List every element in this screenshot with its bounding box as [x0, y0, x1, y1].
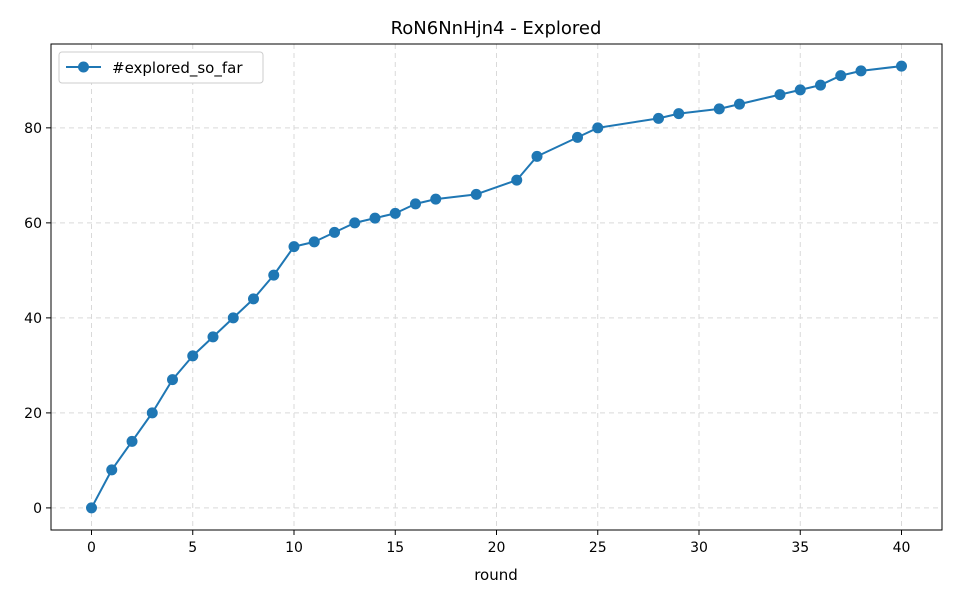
y-tick-label: 60 [24, 216, 42, 232]
data-point[interactable] [592, 122, 604, 134]
x-tick-label: 0 [87, 540, 96, 556]
data-point[interactable] [531, 150, 543, 162]
data-point[interactable] [167, 374, 178, 386]
data-point[interactable] [106, 464, 118, 476]
data-point[interactable] [369, 212, 381, 224]
data-point[interactable] [815, 79, 826, 91]
x-tick-label: 30 [690, 540, 708, 556]
legend-label: #explored_so_far [112, 59, 243, 78]
data-point[interactable] [349, 217, 361, 229]
data-point[interactable] [268, 269, 280, 281]
x-tick-label: 5 [188, 540, 197, 556]
data-point[interactable] [572, 131, 583, 143]
x-tick-label: 10 [285, 540, 303, 556]
legend[interactable]: #explored_so_far [58, 51, 264, 84]
y-tick-label: 20 [24, 406, 42, 422]
legend-marker [78, 61, 89, 73]
data-point[interactable] [653, 112, 664, 124]
series-layer [86, 60, 907, 514]
data-point[interactable] [713, 103, 725, 115]
x-axis-label: round [474, 566, 518, 584]
data-point[interactable] [794, 84, 806, 96]
data-point[interactable] [146, 407, 158, 419]
data-point[interactable] [855, 65, 867, 77]
data-point[interactable] [511, 174, 523, 186]
x-tick-label: 40 [893, 540, 911, 556]
y-tick-label: 0 [33, 501, 42, 517]
chart-title: RoN6NnHjn4 - Explored [391, 18, 602, 39]
data-point[interactable] [207, 331, 219, 343]
data-point[interactable] [126, 435, 138, 447]
data-point[interactable] [288, 241, 300, 253]
x-tick-label: 35 [791, 540, 809, 556]
data-point[interactable] [227, 312, 239, 324]
data-point[interactable] [329, 226, 340, 238]
y-tick-label: 80 [24, 121, 42, 137]
data-point[interactable] [86, 502, 97, 514]
data-point[interactable] [896, 60, 907, 72]
data-point[interactable] [410, 198, 421, 210]
data-point[interactable] [389, 207, 401, 219]
grid-layer [51, 44, 942, 530]
data-point[interactable] [673, 108, 685, 120]
data-point[interactable] [308, 236, 320, 248]
data-point[interactable] [734, 98, 745, 110]
data-point[interactable] [430, 193, 442, 205]
data-point[interactable] [774, 89, 786, 101]
data-point[interactable] [248, 293, 259, 305]
x-tick-label: 15 [386, 540, 404, 556]
data-point[interactable] [470, 188, 482, 200]
data-point[interactable] [835, 70, 847, 82]
ticks-layer: 0 5 10 15 20 25 30 35 40 0 20 40 60 80 [24, 121, 910, 556]
data-point[interactable] [187, 350, 199, 362]
y-tick-label: 40 [24, 311, 42, 327]
x-tick-label: 20 [488, 540, 506, 556]
legend-box [58, 51, 264, 84]
x-tick-label: 25 [589, 540, 607, 556]
